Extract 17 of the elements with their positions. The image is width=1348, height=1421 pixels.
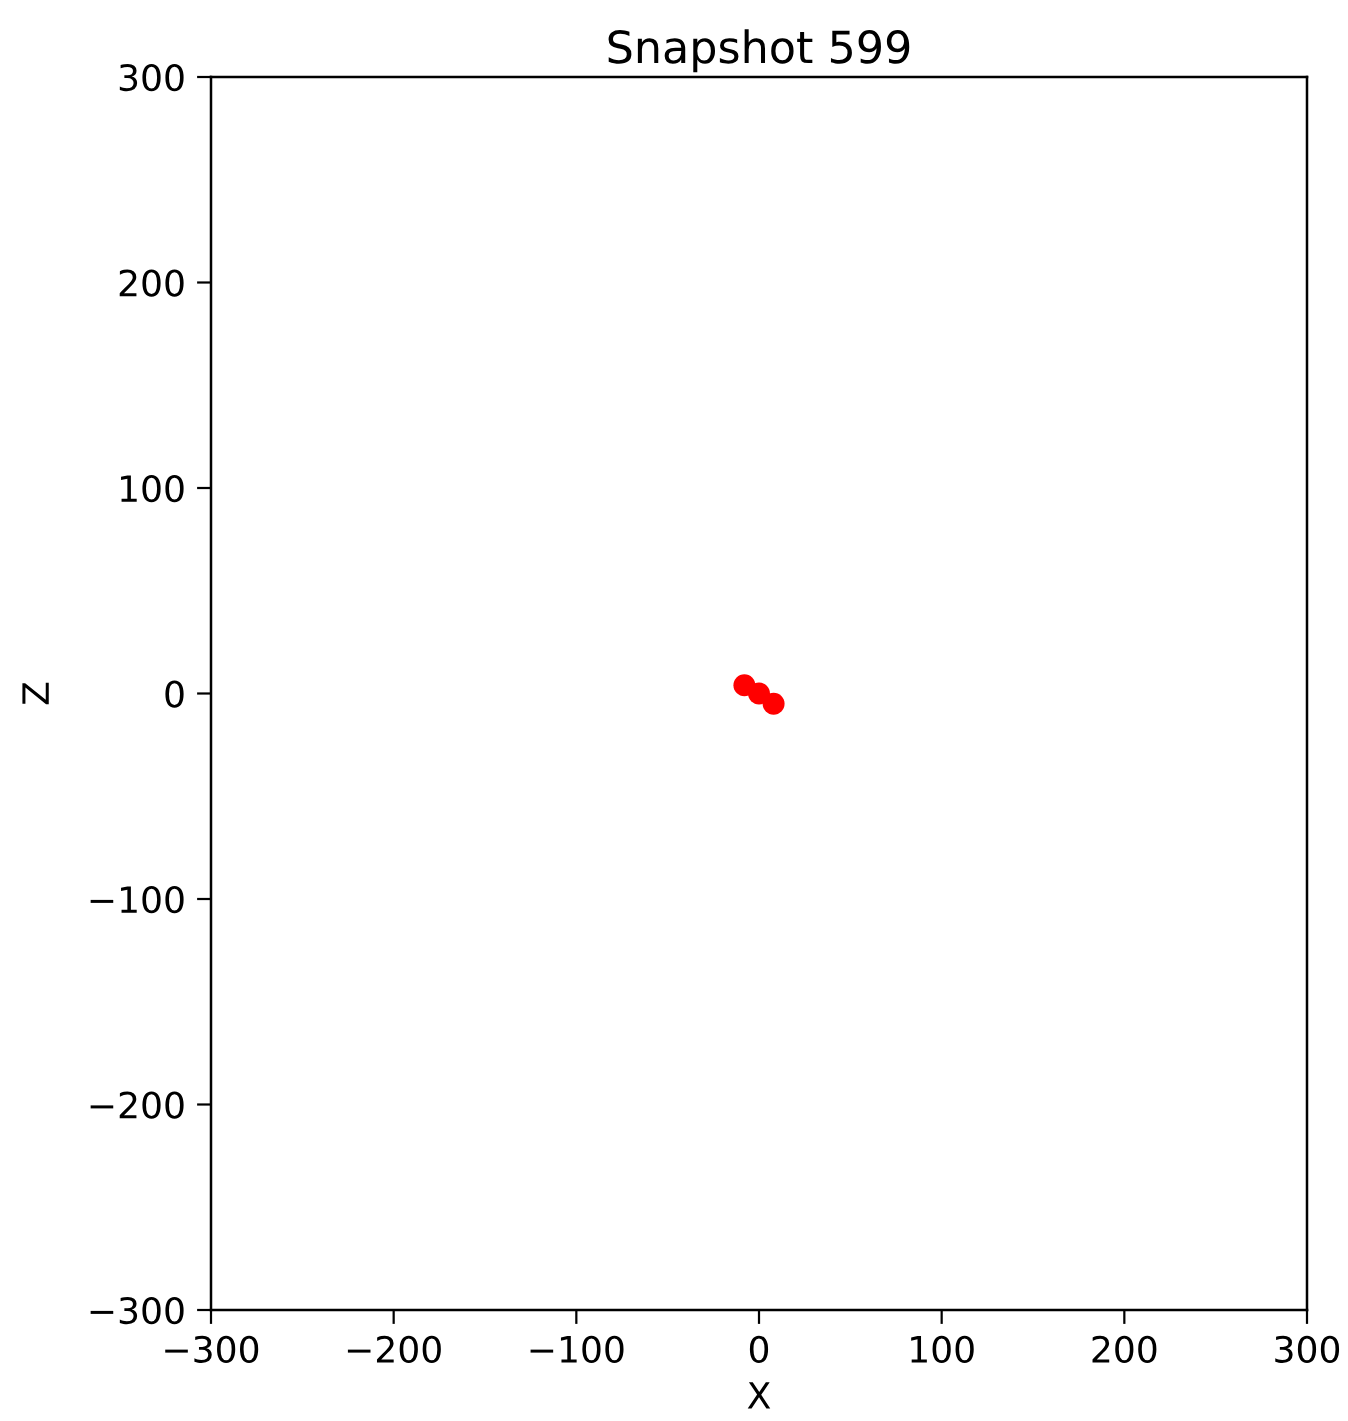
x-tick-label: −300	[165, 1335, 259, 1363]
y-tick-label: −100	[90, 885, 184, 914]
x-axis-title: X	[747, 1382, 771, 1409]
x-tick-label: −200	[347, 1335, 441, 1363]
x-tick-label: 100	[911, 1335, 974, 1363]
x-tick-label: 200	[1092, 1335, 1157, 1363]
x-tick-label: −100	[530, 1335, 624, 1363]
chart-title: Snapshot 599	[608, 29, 910, 73]
y-tick-label: −300	[90, 1296, 184, 1325]
y-tick-label: 100	[121, 474, 184, 503]
x-tick-label: 300	[1275, 1335, 1340, 1363]
y-tick-label: 200	[119, 269, 184, 297]
y-tick-label: −200	[90, 1091, 184, 1119]
y-axis-title: Z	[22, 682, 49, 705]
y-tick-label: 300	[119, 63, 184, 92]
x-tick-label: 0	[749, 1335, 769, 1363]
y-tick-label: 0	[165, 680, 184, 708]
